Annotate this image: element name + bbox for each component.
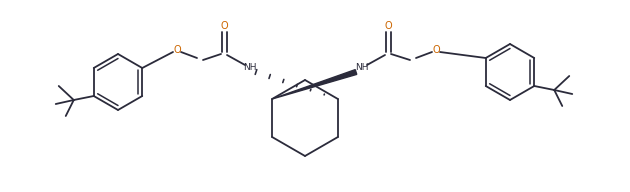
Text: O: O [220, 21, 228, 31]
Text: NH: NH [355, 64, 369, 73]
Polygon shape [272, 70, 357, 99]
Text: O: O [384, 21, 392, 31]
Text: O: O [432, 45, 440, 55]
Text: NH: NH [243, 64, 257, 73]
Text: O: O [173, 45, 181, 55]
